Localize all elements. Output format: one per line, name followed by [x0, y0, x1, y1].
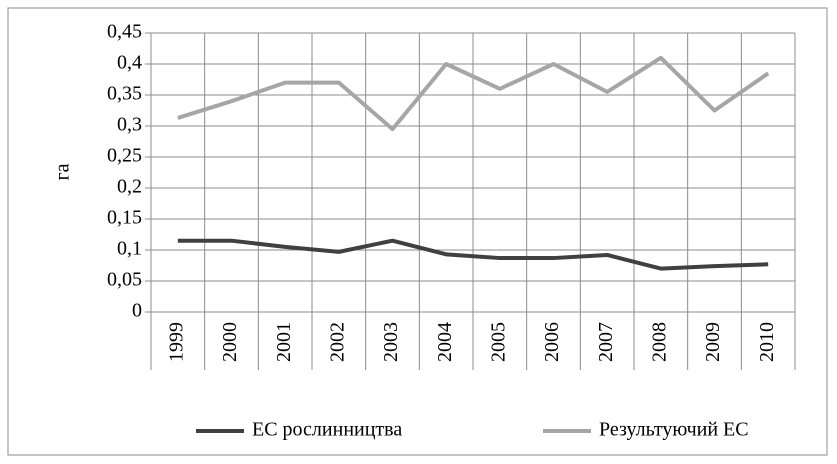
- x-tick-label: 2004: [434, 322, 456, 362]
- y-tick-label: 0,1: [117, 238, 142, 260]
- y-tick-label: 0,2: [117, 176, 142, 198]
- x-tick-label: 2000: [219, 322, 241, 362]
- x-tick-label: 2009: [702, 322, 724, 362]
- y-axis-label: га: [52, 163, 74, 180]
- chart-border: [7, 7, 828, 456]
- x-tick-label: 2003: [380, 322, 402, 362]
- x-tick-label: 2006: [541, 322, 563, 362]
- x-tick-label: 2001: [273, 322, 295, 362]
- y-tick-label: 0,15: [107, 207, 142, 229]
- legend-label: ЕС рослинництва: [252, 419, 402, 441]
- legend-label: Результуючий ЕС: [599, 419, 749, 441]
- y-tick-label: 0: [132, 300, 142, 322]
- y-tick-label: 0,25: [107, 145, 142, 167]
- x-tick-label: 2008: [648, 322, 670, 362]
- y-tick-label: 0,45: [107, 21, 142, 43]
- x-tick-label: 1999: [165, 322, 187, 362]
- y-tick-label: 0,35: [107, 83, 142, 105]
- x-tick-label: 2005: [487, 322, 509, 362]
- series-line: [177, 238, 769, 271]
- series-line: [177, 55, 770, 132]
- x-tick-label: 2002: [326, 322, 348, 362]
- x-tick-label: 2007: [595, 322, 617, 362]
- x-tick-label: 2010: [756, 322, 778, 362]
- y-tick-label: 0,05: [107, 269, 142, 291]
- y-tick-label: 0,4: [117, 52, 142, 74]
- y-tick-label: 0,3: [117, 114, 142, 136]
